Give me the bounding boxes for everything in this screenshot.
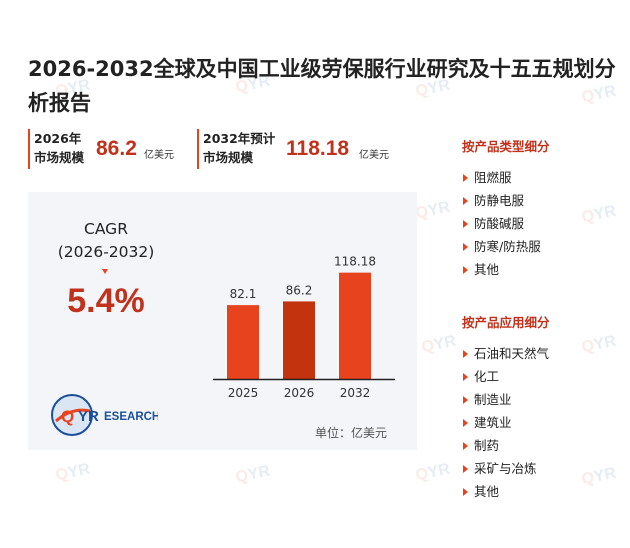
- stat-label-line2: 市场规模: [203, 150, 254, 165]
- triangle-bullet-icon: [463, 396, 468, 404]
- logo-q: Q: [61, 407, 74, 426]
- type-item-label: 阻燃服: [474, 170, 512, 185]
- cagr-value: 5.4%: [67, 282, 145, 320]
- type-item-label: 防静电服: [474, 193, 525, 208]
- stat-label-line1: 2032年预计: [203, 131, 276, 146]
- triangle-bullet-icon: [463, 197, 468, 205]
- type-heading: 按产品类型细分: [462, 139, 550, 154]
- app-item: 制药: [462, 434, 549, 457]
- cagr-triangle-icon: [102, 269, 108, 274]
- type-item: 其他: [462, 258, 541, 281]
- cagr-label-line1: CAGR: [84, 220, 128, 238]
- app-item: 制造业: [462, 388, 549, 411]
- triangle-bullet-icon: [463, 488, 468, 496]
- stat-accent-bar: [28, 129, 30, 169]
- type-item: 阻燃服: [462, 166, 541, 189]
- type-item: 防酸碱服: [462, 212, 541, 235]
- report-title: 2026-2032全球及中国工业级劳保服行业研究及十五五规划分析报告: [28, 57, 616, 115]
- app-list: 石油和天然气 化工制造业建筑业制药采矿与冶炼其他: [462, 342, 549, 503]
- stat-label: 2032年预计 市场规模: [203, 129, 275, 167]
- triangle-bullet-icon: [463, 419, 468, 427]
- app-item: 其他: [462, 480, 549, 503]
- x-tick-label-2026: 2026: [284, 386, 315, 400]
- bar-2032: [339, 272, 371, 379]
- app-heading: 按产品应用细分: [462, 315, 550, 330]
- app-item-label: 石油和天然气: [474, 346, 550, 361]
- bar-2025: [227, 305, 259, 379]
- triangle-bullet-icon: [463, 266, 468, 274]
- app-item-label: 制药: [474, 438, 500, 453]
- type-list: 阻燃服防静电服防酸碱服防寒/防热服 其他: [462, 166, 541, 281]
- bar-chart: 82.1 2025 86.2 2026 118.18 2032: [213, 255, 395, 400]
- app-item-label: 采矿与冶炼: [474, 461, 537, 476]
- stat-label: 2026年 市场规模: [34, 129, 84, 167]
- stat-2026: 2026年 市场规模 86.2 亿美元: [28, 129, 188, 169]
- data-label-2025: 82.1: [230, 287, 257, 301]
- x-tick-label-2032: 2032: [340, 386, 371, 400]
- stat-label-line2: 市场规模: [34, 150, 85, 165]
- app-item-label: 建筑业: [474, 415, 512, 430]
- stat-value: 118.18: [286, 137, 350, 160]
- triangle-bullet-icon: [463, 465, 468, 473]
- data-label-2032: 118.18: [334, 255, 376, 269]
- type-item: 防静电服: [462, 189, 541, 212]
- stat-2032: 2032年预计 市场规模 118.18 亿美元: [197, 129, 397, 169]
- type-item: 防寒/防热服: [462, 235, 541, 258]
- stat-unit: 亿美元: [144, 150, 174, 161]
- app-item-label: 其他: [474, 484, 500, 499]
- triangle-bullet-icon: [463, 220, 468, 228]
- type-item-label: 防寒/防热服: [474, 239, 541, 254]
- app-item: 化工: [462, 365, 549, 388]
- triangle-bullet-icon: [463, 174, 468, 182]
- type-item-label: 其他: [474, 262, 500, 277]
- logo-swoosh-icon: [55, 408, 91, 423]
- app-item-label: 化工: [474, 369, 500, 384]
- type-item-label: 防酸碱服: [474, 216, 525, 231]
- triangle-bullet-icon: [463, 243, 468, 251]
- stat-accent-bar: [197, 129, 199, 169]
- stat-value: 86.2: [96, 137, 137, 160]
- app-item: 石油和天然气: [462, 342, 549, 365]
- cagr-label-line2: (2026-2032): [57, 243, 155, 261]
- logo-globe-icon: [51, 394, 93, 436]
- triangle-bullet-icon: [463, 442, 468, 450]
- cagr-label: CAGR (2026-2032): [48, 218, 164, 264]
- triangle-bullet-icon: [463, 373, 468, 381]
- app-item: 建筑业: [462, 411, 549, 434]
- logo-research: ESEARCH: [104, 411, 158, 423]
- triangle-bullet-icon: [463, 350, 468, 358]
- bar-2026: [283, 301, 315, 379]
- qyresearch-logo: Q YR ESEARCH: [51, 394, 158, 436]
- unit-note: 单位：亿美元: [315, 426, 388, 440]
- data-label-2026: 86.2: [286, 283, 313, 297]
- x-tick-label-2025: 2025: [228, 386, 259, 400]
- stat-label-line1: 2026年: [34, 131, 82, 146]
- stat-unit: 亿美元: [359, 150, 389, 161]
- app-item: 采矿与冶炼: [462, 457, 549, 480]
- logo-yr: YR: [78, 408, 99, 425]
- app-item-label: 制造业: [474, 392, 512, 407]
